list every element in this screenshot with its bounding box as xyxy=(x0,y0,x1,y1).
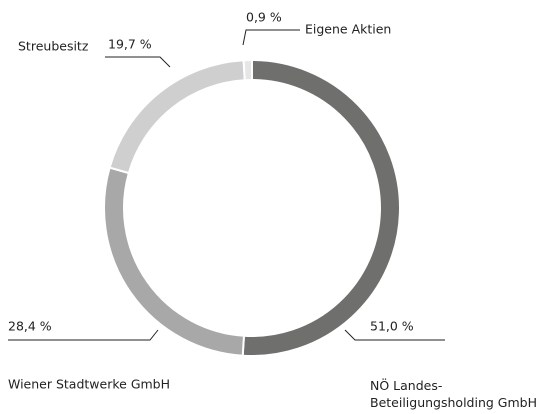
donut-slice xyxy=(241,58,401,357)
value-label: 19,7 % xyxy=(108,37,152,52)
leader-line xyxy=(344,329,445,341)
category-label: Wiener Stadtwerke GmbH xyxy=(8,377,170,392)
leader-line xyxy=(105,56,171,68)
category-label: NÖ Landes- Beteiligungsholding GmbH xyxy=(370,378,537,410)
donut-slice xyxy=(242,58,253,82)
donut-slice xyxy=(108,59,246,175)
donut-slice xyxy=(103,166,246,357)
leader-line xyxy=(8,329,159,341)
value-label: 51,0 % xyxy=(370,319,414,334)
value-label: 28,4 % xyxy=(8,319,52,334)
value-label: 0,9 % xyxy=(246,10,282,25)
category-label: Streubesitz xyxy=(18,39,89,54)
category-label: Eigene Aktien xyxy=(305,22,391,37)
leader-line xyxy=(242,29,300,46)
